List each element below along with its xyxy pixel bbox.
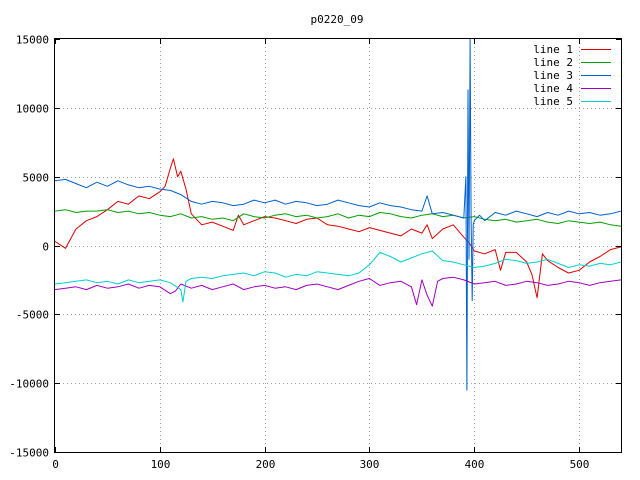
legend-label-4: line 4 <box>533 82 573 95</box>
y-tick-label: 15000 <box>16 34 49 47</box>
series-line-1 <box>55 158 621 299</box>
y-tick-label: 10000 <box>16 103 49 116</box>
y-tick-label: -15000 <box>9 447 49 460</box>
legend-label-3: line 3 <box>533 69 573 82</box>
chart-title: p0220_09 <box>311 13 364 26</box>
x-tick-label: 100 <box>151 458 171 471</box>
x-tick-label: 500 <box>570 458 590 471</box>
x-tick-label: 400 <box>465 458 485 471</box>
y-tick-label: -5000 <box>16 309 49 322</box>
legend-label-5: line 5 <box>533 95 573 108</box>
x-tick-label: 0 <box>52 458 59 471</box>
y-tick-label: 0 <box>42 241 49 254</box>
series-line-3 <box>55 39 621 391</box>
axis-ticks: 0 100 200 300 400 500 -15000 -10000 -5000 0 5000 10… <box>9 34 621 471</box>
series-line-5 <box>55 250 621 303</box>
x-tick-label: 200 <box>256 458 276 471</box>
x-tick-label: 300 <box>360 458 380 471</box>
plot-frame <box>54 38 622 453</box>
legend-label-1: line 1 <box>533 43 573 56</box>
series-layer <box>55 39 621 391</box>
series-line-4 <box>55 276 621 307</box>
series-line-2 <box>55 209 621 227</box>
legend-label-2: line 2 <box>533 56 573 69</box>
y-tick-label: 5000 <box>23 172 50 185</box>
y-tick-label: -10000 <box>9 378 49 391</box>
grid <box>55 39 621 452</box>
